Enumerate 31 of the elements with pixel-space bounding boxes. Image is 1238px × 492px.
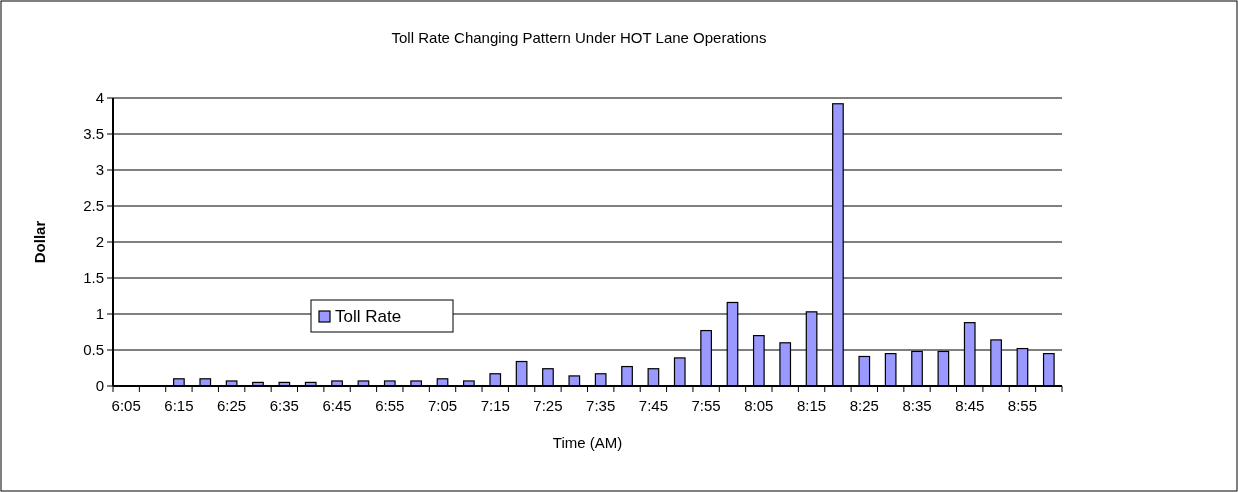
y-tick-label: 3.5: [83, 125, 104, 143]
x-tick-label: 6:35: [269, 397, 299, 414]
x-tick-label: 8:05: [744, 397, 774, 414]
y-tick-label: 2.5: [83, 197, 104, 215]
y-tick-label: 3: [95, 161, 104, 179]
y-tick-label: 4: [95, 89, 104, 107]
y-tick-label: 1.5: [83, 269, 104, 287]
x-tick-label: 8:45: [955, 397, 985, 414]
y-axis-title: Dollar: [31, 220, 48, 264]
x-tick-label: 6:15: [164, 397, 194, 414]
x-tick-label: 7:15: [480, 397, 510, 414]
y-tick-label: 0: [95, 377, 104, 395]
x-tick-label: 8:25: [849, 397, 879, 414]
x-tick-label: 6:45: [322, 397, 352, 414]
chart-title: Toll Rate Changing Pattern Under HOT Lane Operations: [391, 29, 767, 46]
legend-label: Toll Rate: [335, 307, 402, 326]
x-tick-label: 6:05: [111, 397, 141, 414]
x-tick-label: 8:35: [902, 397, 932, 414]
x-tick-label: 6:55: [375, 397, 405, 414]
x-tick-label: 7:55: [691, 397, 721, 414]
x-tick-label: 7:35: [586, 397, 616, 414]
x-tick-label: 8:55: [1007, 397, 1038, 414]
y-tick-label: 0.5: [83, 341, 104, 359]
y-tick-label: 2: [95, 233, 104, 251]
x-axis-title: Time (AM): [552, 434, 623, 451]
x-tick-label: 7:05: [427, 397, 458, 414]
x-tick-label: 7:45: [638, 397, 668, 414]
y-tick-label: 1: [95, 305, 104, 323]
x-tick-label: 8:15: [796, 397, 827, 414]
x-tick-label: 7:25: [533, 397, 563, 414]
x-tick-label: 6:25: [217, 397, 247, 414]
